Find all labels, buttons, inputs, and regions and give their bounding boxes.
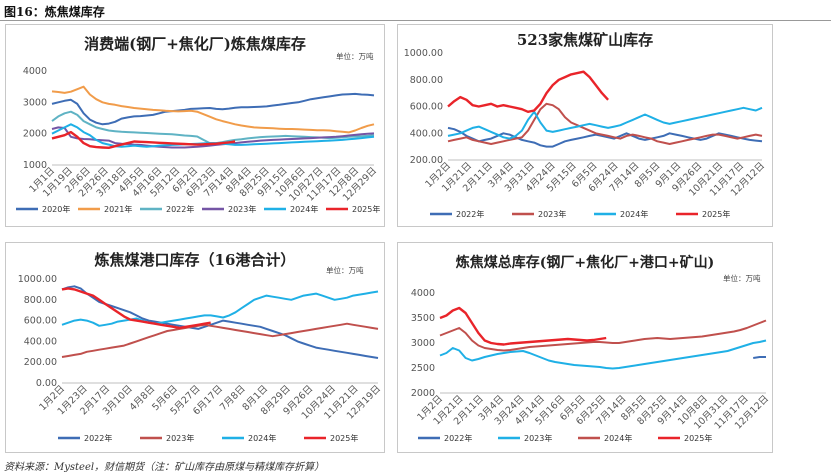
legend-label: 2022年: [84, 433, 112, 443]
y-tick-label: 4000: [23, 66, 47, 77]
y-tick-label: 4000: [411, 288, 435, 299]
y-tick-label: 800.00: [24, 295, 57, 306]
series-line-2022: [447, 126, 763, 148]
legend-label: 2023年: [228, 204, 256, 214]
y-tick-label: 400.00: [410, 128, 443, 139]
legend-label: 2025年: [702, 209, 730, 219]
legend-label: 2023年: [524, 433, 552, 443]
y-tick-label: 600.00: [24, 316, 57, 327]
y-tick-label: 0.00: [36, 378, 57, 389]
chart-panel-port-inventory: 炼焦煤港口库存（16港合计） 单位：万吨 0.00 200.00 400.00 600.0…: [5, 242, 385, 453]
chart-title: 炼焦煤港口库存（16港合计）: [95, 251, 296, 269]
y-tick-label: 3500: [411, 313, 435, 324]
series-line-2023: [447, 102, 763, 145]
legend-label: 2024年: [290, 204, 318, 214]
series-line-2025: [51, 130, 236, 149]
legend-label: 2024年: [248, 433, 276, 443]
series-line-2022: [61, 285, 379, 359]
y-tick-label: 1000.00: [404, 48, 443, 59]
chart-title: 炼焦煤总库存(钢厂+焦化厂+港口+矿山): [456, 254, 714, 271]
legend-label: 2023年: [538, 209, 566, 219]
unit-label: 单位：万吨: [326, 265, 364, 275]
legend-label: 2022年: [456, 209, 484, 219]
legend-label: 2023年: [166, 433, 194, 443]
legend-label: 2021年: [104, 204, 132, 214]
series-line-2024: [447, 106, 763, 140]
unit-label: 单位：万吨: [723, 273, 761, 283]
legend-label: 2022年: [166, 204, 194, 214]
legend-label: 2025年: [330, 433, 358, 443]
series-line-2023: [51, 126, 375, 149]
y-tick-label: 400.00: [24, 336, 57, 347]
series-line-2022: [753, 356, 766, 359]
series-line-2025: [439, 306, 607, 346]
series-line-2023: [439, 339, 767, 370]
chart-consumer-inventory: 消费端(钢厂+焦化厂)炼焦煤库存单位：万吨10002000300040001月1…: [16, 35, 380, 214]
unit-label: 单位：万吨: [336, 51, 374, 61]
legend-label: 2022年: [444, 433, 472, 443]
y-tick-label: 1000: [23, 160, 47, 171]
legend-label: 2025年: [352, 204, 380, 214]
series-line-2020: [51, 92, 375, 126]
y-tick-label: 3000: [23, 97, 47, 108]
y-tick-label: 800.00: [410, 75, 443, 86]
y-tick-label: 1000.00: [18, 274, 57, 285]
chart-panel-total-inventory: 炼焦煤总库存(钢厂+焦化厂+港口+矿山) 单位：万吨 2000 2500 3000 350…: [397, 242, 773, 453]
chart-title: 消费端(钢厂+焦化厂)炼焦煤库存: [84, 35, 306, 53]
series-line-2025: [447, 70, 609, 113]
figure-title-rule: [0, 20, 831, 21]
series-line-2022: [51, 110, 375, 145]
y-tick-label: 2000: [411, 388, 435, 399]
legend-label: 2025年: [684, 433, 712, 443]
series-line-2024: [61, 290, 379, 327]
y-tick-label: 3000: [411, 338, 435, 349]
chart-mine-inventory: 523家焦煤矿山库存 200.00 400.00 600.00 800.00 1000.0…: [404, 31, 767, 219]
series-line-2025: [61, 287, 211, 330]
chart-panel-consumer-inventory: 消费端(钢厂+焦化厂)炼焦煤库存 单位：万吨 1000 2000 3000 4000 1月1…: [5, 24, 385, 227]
series-line-2023: [61, 322, 379, 358]
y-tick-label: 2500: [411, 363, 435, 374]
chart-total-inventory: 炼焦煤总库存(钢厂+焦化厂+港口+矿山) 单位：万吨 2000 2500 3000 350…: [411, 254, 771, 443]
figure-title: 图16：炼焦煤库存: [4, 5, 105, 19]
y-tick-label: 2000: [23, 129, 47, 140]
legend-label: 2020年: [42, 204, 70, 214]
source-note: 资料来源：Mysteel，财信期货（注：矿山库存由原煤与精煤库存折算）: [4, 462, 325, 473]
chart-panel-mine-inventory: 523家焦煤矿山库存 200.00 400.00 600.00 800.00 1000.0…: [397, 24, 773, 227]
y-tick-label: 200.00: [24, 357, 57, 368]
chart-title: 523家焦煤矿山库存: [517, 31, 653, 49]
legend-label: 2024年: [604, 433, 632, 443]
chart-port-inventory: 炼焦煤港口库存（16港合计） 单位：万吨 0.00 200.00 400.00 600.0…: [18, 251, 383, 443]
y-tick-label: 200.00: [410, 155, 443, 166]
series-line-2024: [439, 319, 767, 352]
y-tick-label: 600.00: [410, 102, 443, 113]
legend-label: 2024年: [620, 209, 648, 219]
series-line-2021: [51, 85, 375, 134]
